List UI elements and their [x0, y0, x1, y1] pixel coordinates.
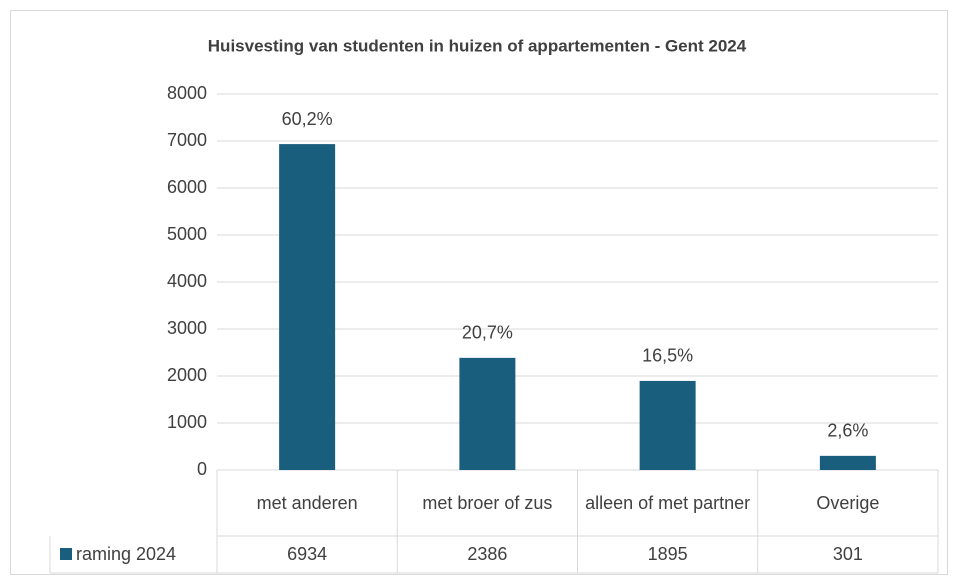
- data-label: 2,6%: [827, 421, 868, 441]
- legend-label: raming 2024: [76, 544, 176, 564]
- table-value: 301: [833, 544, 863, 564]
- x-tick-label: alleen of met partner: [585, 493, 751, 513]
- bar: [819, 455, 876, 470]
- y-tick-label: 0: [197, 459, 207, 479]
- bar: [459, 357, 516, 470]
- bar: [639, 380, 696, 470]
- y-tick-label: 5000: [167, 224, 207, 244]
- table-value: 6934: [287, 544, 327, 564]
- y-tick-label: 8000: [167, 83, 207, 103]
- data-label: 20,7%: [462, 323, 513, 343]
- y-tick-label: 6000: [167, 177, 207, 197]
- bar: [279, 144, 336, 471]
- y-tick-label: 3000: [167, 318, 207, 338]
- chart-title: Huisvesting van studenten in huizen of a…: [208, 36, 747, 55]
- x-tick-label: met broer of zus: [422, 493, 553, 513]
- legend-swatch: [60, 548, 72, 560]
- y-tick-label: 2000: [167, 365, 207, 385]
- chart-border: [10, 10, 948, 575]
- table-value: 1895: [648, 544, 688, 564]
- y-tick-label: 4000: [167, 271, 207, 291]
- x-tick-label: met anderen: [256, 493, 358, 513]
- table-value: 2386: [467, 544, 507, 564]
- x-tick-label: Overige: [816, 493, 880, 513]
- y-tick-label: 1000: [167, 412, 207, 432]
- data-label: 16,5%: [642, 346, 693, 366]
- y-tick-label: 7000: [167, 130, 207, 150]
- data-label: 60,2%: [282, 109, 333, 129]
